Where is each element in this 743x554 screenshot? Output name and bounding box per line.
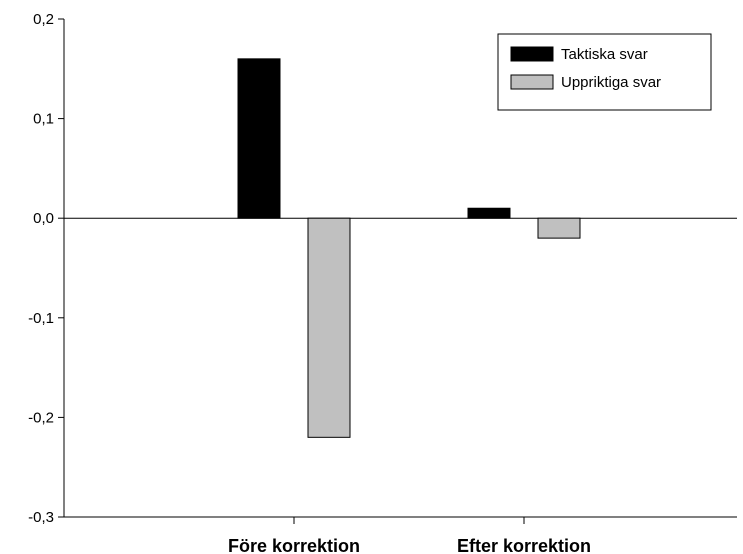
legend-swatch xyxy=(511,47,553,61)
legend-label: Uppriktiga svar xyxy=(561,74,661,91)
y-tick-label: 0,2 xyxy=(33,11,54,28)
y-tick-label: -0,2 xyxy=(28,409,54,426)
bar-taktiska-fore xyxy=(238,59,280,218)
y-tick-label: -0,1 xyxy=(28,310,54,327)
x-tick-label: Före korrektion xyxy=(228,536,360,554)
bars xyxy=(238,59,580,437)
legend: Taktiska svar Uppriktiga svar xyxy=(498,34,711,110)
x-tick-label: Efter korrektion xyxy=(457,536,591,554)
y-tick-label: -0,3 xyxy=(28,509,54,526)
y-tick-label: 0,1 xyxy=(33,111,54,128)
legend-label: Taktiska svar xyxy=(561,46,648,63)
bar-uppriktiga-efter xyxy=(538,218,580,238)
y-tick-label: 0,0 xyxy=(33,210,54,227)
bar-taktiska-efter xyxy=(468,208,510,218)
legend-swatch xyxy=(511,75,553,89)
bar-uppriktiga-fore xyxy=(308,218,350,437)
